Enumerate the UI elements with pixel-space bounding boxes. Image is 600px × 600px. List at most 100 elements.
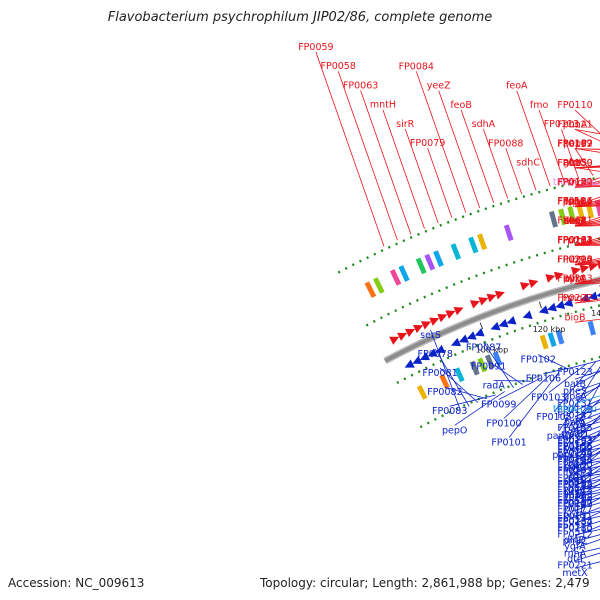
leader-line <box>574 148 594 176</box>
leader-line <box>548 363 587 394</box>
gene-label: fmo <box>530 100 549 111</box>
forward-gene-arrow <box>494 290 505 300</box>
leader-line <box>444 386 488 400</box>
gene-label: FP0263 <box>557 490 592 501</box>
reverse-gene-arrow <box>419 351 431 361</box>
gene-label: FP0193 <box>557 235 592 246</box>
forward-gene-arrow <box>397 332 408 341</box>
leader-line <box>564 382 600 451</box>
feature-block-inner <box>477 357 488 373</box>
leader-line <box>543 366 578 375</box>
feature-block-inner <box>555 329 565 345</box>
gene-label: FP0185 <box>557 441 592 452</box>
leader-line <box>404 128 439 224</box>
gene-label: FP0120 <box>557 177 592 188</box>
leader-line <box>574 128 600 142</box>
leader-line <box>574 148 600 153</box>
gene-label: FP0112 <box>557 138 592 149</box>
feature-block-outer <box>364 281 377 298</box>
gene-label: panC <box>552 450 577 461</box>
gene-label: FP0059 <box>298 42 333 53</box>
gene-label: FP0083 <box>432 406 467 417</box>
leader-line <box>574 196 600 207</box>
feature-block-inner <box>492 351 503 367</box>
gene-label: uvrC <box>564 274 587 285</box>
forward-gene-arrow <box>429 317 440 326</box>
gene-label: FP0215 <box>557 523 592 534</box>
feature-block-outer <box>389 269 402 286</box>
gene-label: FP0194 <box>557 254 592 265</box>
gene-label: sdhC <box>516 158 540 169</box>
gene-label: FP0113 <box>544 119 579 130</box>
leader-line <box>574 384 600 406</box>
leader-line <box>498 377 541 400</box>
gene-label: ribF <box>566 255 584 266</box>
gene-label: purF <box>564 504 585 515</box>
feature-block-outer <box>373 277 385 294</box>
reverse-gene-arrow <box>588 291 598 301</box>
reverse-gene-arrow <box>563 298 574 307</box>
feature-block-outer <box>548 210 559 228</box>
gene-label: fpp2 <box>564 497 585 508</box>
gene-label: FP0181 <box>557 197 592 208</box>
leader-line <box>574 167 600 172</box>
forward-gene-arrow <box>453 306 464 316</box>
gene-label: FP0223 <box>557 255 592 266</box>
feature-block-outer <box>433 250 444 267</box>
reverse-gene-arrow <box>538 305 549 314</box>
gene-label: pykA <box>563 274 587 285</box>
gene-label: rbfA <box>565 274 585 285</box>
gene-label: tRNA-Leu <box>553 404 597 415</box>
leader-line <box>493 380 532 382</box>
reverse-gene-arrow <box>412 355 423 364</box>
gene-label: pth <box>567 236 583 247</box>
gene-label: FP0088 <box>488 138 523 149</box>
feature-block-outer <box>558 208 568 226</box>
reverse-gene-arrow <box>474 328 485 337</box>
gene-label: FP0221 <box>557 561 592 572</box>
leader-line <box>430 329 461 411</box>
gene-label: pyrC1 <box>561 429 589 440</box>
gene-label: FP0103 <box>531 393 566 404</box>
feature-block-outer <box>477 233 488 251</box>
reverse-gene-arrow <box>498 318 509 328</box>
gene-label: FP0078 <box>418 349 453 360</box>
gene-label: FP0126 <box>557 196 592 207</box>
gene-label: sodA <box>563 216 587 227</box>
gene-label: hmgA <box>561 293 589 304</box>
forward-gene-arrow <box>571 266 581 276</box>
forward-gene-arrow <box>596 260 600 270</box>
forward-gene-arrow <box>404 328 416 338</box>
gene-label: FP0105 <box>536 412 571 423</box>
feature-block-inner <box>547 332 557 348</box>
leader-line <box>438 90 481 208</box>
leader-line <box>574 360 600 368</box>
tick-label: 120 kbp <box>533 325 566 334</box>
gene-label: FP0151 <box>557 216 592 227</box>
gene-label: pphA <box>563 196 588 207</box>
gene-label: ahcY <box>564 216 587 227</box>
leader-line <box>516 90 551 187</box>
gene-label: metX <box>562 568 588 579</box>
gene-label: ygfA <box>564 542 586 553</box>
gene-label: atpC <box>564 158 587 169</box>
gene-label: glmS <box>563 158 587 169</box>
genome-backbone <box>384 277 600 363</box>
leader-line <box>337 71 398 241</box>
reverse-gene-arrow <box>546 302 557 312</box>
gene-label: FP0213 <box>557 274 592 285</box>
leader-line <box>434 348 470 407</box>
gene-label: FP0183 <box>557 235 592 246</box>
leader-line <box>574 434 600 456</box>
gene-label: FP0082 <box>427 387 462 398</box>
dotted-ring-1 <box>337 175 600 274</box>
gene-label: FP0162 <box>557 235 592 246</box>
gene-label: FP0205 <box>557 465 592 476</box>
reverse-gene-arrow <box>404 359 415 368</box>
gene-label: yeeZ <box>427 81 451 92</box>
gene-label: FP0224 <box>557 235 592 246</box>
gene-label: FP0227 <box>557 293 592 304</box>
